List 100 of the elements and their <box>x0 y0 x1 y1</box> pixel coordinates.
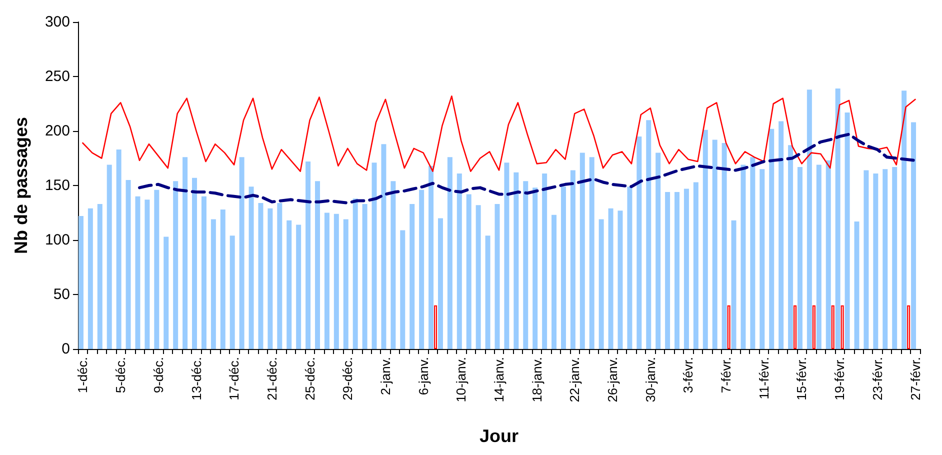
bar <box>258 202 264 349</box>
bar <box>570 170 576 349</box>
bar <box>239 157 244 349</box>
bar <box>286 220 292 349</box>
bar <box>314 181 320 349</box>
bar <box>106 164 112 349</box>
bar <box>902 90 907 349</box>
bar <box>494 204 500 349</box>
bar <box>806 90 812 349</box>
bar <box>882 169 888 349</box>
bar <box>116 150 122 349</box>
bar <box>760 169 765 349</box>
y-tick-label: 0 <box>62 340 70 358</box>
bar <box>864 170 869 349</box>
x-tick-label: 14-janv. <box>492 357 506 402</box>
y-axis-title: Nb de passages <box>11 116 31 254</box>
bar <box>750 157 756 349</box>
x-tick-label: 26-janv. <box>605 357 620 402</box>
bar <box>854 221 860 349</box>
x-tick-label: 5-déc. <box>113 357 128 394</box>
bar <box>835 88 840 349</box>
bar <box>210 219 216 349</box>
bar <box>268 208 273 349</box>
x-tick-label: 3-févr. <box>680 357 696 394</box>
bar <box>88 208 93 349</box>
x-tick-label: 7-févr. <box>718 357 734 394</box>
bar <box>589 157 594 349</box>
bar <box>532 188 538 349</box>
bar <box>438 218 443 349</box>
bar <box>173 181 178 349</box>
bar <box>78 216 84 349</box>
bar <box>552 214 557 349</box>
bar <box>144 200 150 349</box>
bar <box>788 145 794 349</box>
x-tick-label: 21-déc. <box>264 357 280 400</box>
bar <box>362 204 368 349</box>
bar <box>230 236 235 349</box>
bar <box>580 152 585 349</box>
bar <box>126 180 131 349</box>
bar <box>324 212 330 349</box>
bar <box>674 192 680 349</box>
bar <box>306 162 311 349</box>
bar <box>514 172 519 349</box>
x-tick-label: 30-janv. <box>642 357 658 402</box>
bar <box>410 204 415 349</box>
bar <box>731 220 736 349</box>
bar <box>400 230 406 349</box>
x-tick-label: 11-févr. <box>756 357 772 400</box>
bar <box>419 190 424 349</box>
bar <box>907 305 910 349</box>
bar <box>892 166 898 349</box>
x-tick-label: 13-déc. <box>188 357 204 400</box>
bar <box>797 166 802 349</box>
x-tick-label: 17-déc. <box>226 357 242 400</box>
bar <box>844 112 850 349</box>
bar <box>381 144 386 349</box>
y-tick-label: 250 <box>44 68 70 85</box>
x-tick-label: 9-déc. <box>150 357 166 394</box>
bar <box>812 305 816 349</box>
bar <box>840 305 844 349</box>
x-tick-label: 23-févr. <box>870 357 885 400</box>
bar <box>608 208 614 349</box>
bar <box>911 122 916 349</box>
bar <box>722 142 727 349</box>
bar <box>154 190 160 349</box>
bar <box>220 209 226 349</box>
bar <box>447 157 452 349</box>
bar <box>456 174 462 349</box>
x-tick-label: 10-janv. <box>454 357 469 402</box>
bar <box>164 236 169 349</box>
bar <box>727 305 730 349</box>
bar <box>684 188 689 349</box>
bar <box>434 305 438 349</box>
x-axis-title: Jour <box>479 426 519 446</box>
bar <box>296 224 302 349</box>
bar <box>656 152 661 349</box>
bar <box>352 198 358 349</box>
bar <box>740 164 746 349</box>
x-tick-label: 22-janv. <box>567 357 582 402</box>
bar <box>769 128 774 349</box>
y-tick-label: 50 <box>53 286 70 303</box>
bar <box>542 174 548 349</box>
bar <box>428 166 434 349</box>
bar <box>618 210 623 349</box>
bar <box>778 121 784 349</box>
bar <box>665 192 670 349</box>
bar <box>343 219 348 349</box>
line-series <box>138 132 917 204</box>
x-tick-label: 6-janv. <box>416 357 431 396</box>
x-tick-label: 15-févr. <box>794 357 810 400</box>
bar <box>248 186 254 349</box>
bar <box>135 196 140 349</box>
x-tick-label: 29-déc. <box>340 357 356 400</box>
bar <box>794 305 797 349</box>
bar <box>372 162 377 349</box>
y-tick-label: 150 <box>44 177 70 194</box>
bar <box>334 214 339 349</box>
y-tick-label: 300 <box>44 14 70 30</box>
bar <box>693 182 698 349</box>
x-tick-label: 1-déc. <box>75 357 90 394</box>
